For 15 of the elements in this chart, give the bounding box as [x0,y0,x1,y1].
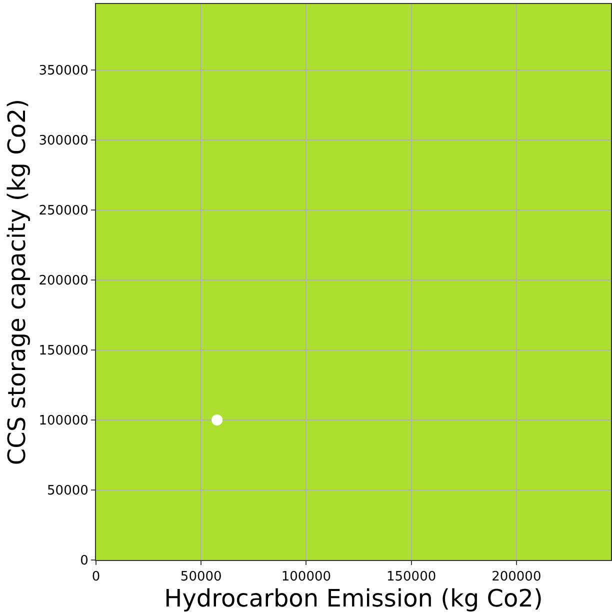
x-tick-label: 50000 [180,570,222,585]
y-tick-label: 350000 [38,63,88,78]
y-tick-label: 50000 [47,484,88,499]
y-tick-label: 0 [80,554,88,569]
x-tick-label: 150000 [386,570,436,585]
y-axis-title: CCS storage capacity (kg Co2) [2,98,31,466]
y-tick-label: 250000 [38,203,88,218]
x-tick-label: 100000 [281,570,332,585]
y-tick-label: 200000 [38,273,88,288]
x-axis-title: Hydrocarbon Emission (kg Co2) [164,584,543,613]
x-tick-label: 200000 [492,570,542,585]
x-tick-label: 0 [92,570,100,585]
y-tick-label: 100000 [38,414,88,428]
y-tick-label: 150000 [38,343,88,358]
y-tick-label: 300000 [38,133,88,148]
